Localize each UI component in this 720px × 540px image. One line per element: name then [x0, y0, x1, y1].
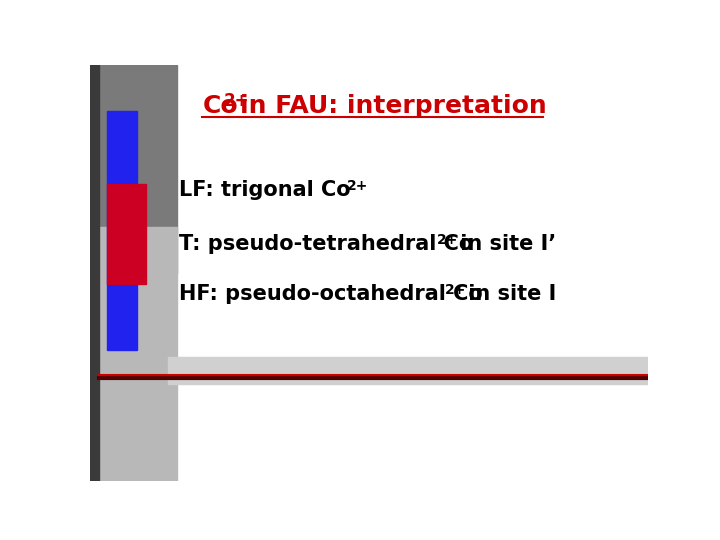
Text: in site I’: in site I’	[454, 234, 557, 254]
Text: 2+: 2+	[445, 284, 467, 297]
Bar	[168, 65, 648, 481]
Bar	[90, 65, 99, 481]
Text: HF: pseudo-octahedral Co: HF: pseudo-octahedral Co	[179, 284, 483, 303]
Bar	[99, 226, 177, 481]
Bar	[168, 357, 648, 384]
Text: T: pseudo-tetrahedral Co: T: pseudo-tetrahedral Co	[179, 234, 473, 254]
Bar	[107, 111, 137, 350]
Text: LF: trigonal Co: LF: trigonal Co	[179, 180, 351, 200]
Bar	[90, 65, 183, 481]
Text: Co: Co	[202, 93, 238, 118]
Text: in site I: in site I	[462, 284, 557, 303]
Text: 2+: 2+	[346, 179, 368, 193]
Bar	[99, 65, 177, 273]
Bar	[107, 184, 145, 284]
Text: 2+: 2+	[223, 92, 249, 110]
Text: 2+: 2+	[437, 233, 459, 247]
Text: in FAU: interpretation: in FAU: interpretation	[240, 93, 546, 118]
